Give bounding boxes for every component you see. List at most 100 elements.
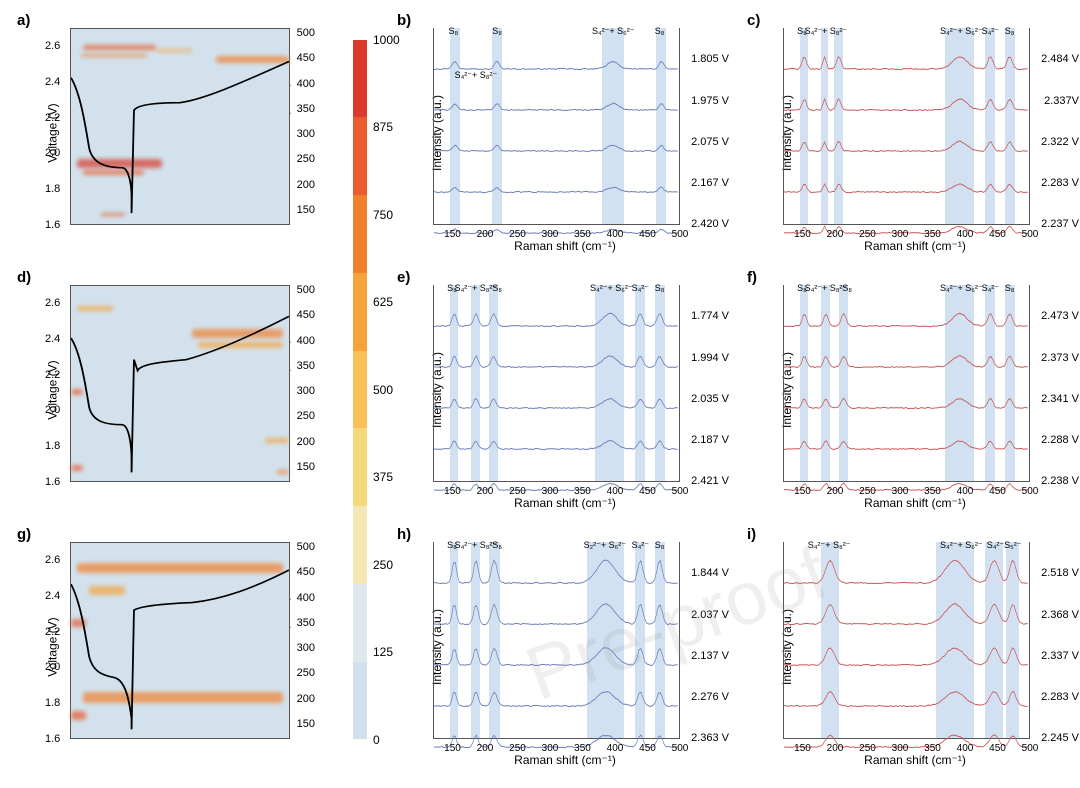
x-axis-label: Raman shift (cm⁻¹) <box>514 753 616 767</box>
colorbar-segment <box>353 351 367 429</box>
peak-label: S₄²⁻ <box>982 283 999 294</box>
ytick-left: 1.8 <box>45 183 60 195</box>
x-axis-label: Raman shift (cm⁻¹) <box>864 496 966 510</box>
ytick-left: 2.2 <box>45 112 60 124</box>
spectrum-trace <box>434 681 679 711</box>
xtick: 300 <box>542 486 559 497</box>
spectrum-trace <box>434 640 679 670</box>
ytick-left: 2.6 <box>45 40 60 52</box>
voltage-label: 1.805 V <box>691 53 729 65</box>
peak-label: S₄²⁻ <box>987 540 1004 551</box>
xtick: 450 <box>989 743 1006 754</box>
heatmap-plot <box>70 28 290 225</box>
peak-label: S₈ <box>1005 283 1015 293</box>
spectrum-trace <box>784 44 1029 74</box>
panel-label: g) <box>17 526 31 543</box>
spectrum-trace <box>784 558 1029 588</box>
peak-label: S₄²⁻+ S₈²⁻ <box>805 26 848 37</box>
xtick: 150 <box>444 229 461 240</box>
ytick-left: 1.6 <box>45 219 60 231</box>
peak-label: S₄²⁻+ S₈²⁻ <box>455 283 498 294</box>
xtick: 250 <box>859 486 876 497</box>
xtick: 150 <box>794 229 811 240</box>
x-axis-label: Raman shift (cm⁻¹) <box>864 753 966 767</box>
ytick-right: 150 <box>297 461 315 473</box>
xtick: 500 <box>1022 229 1039 240</box>
peak-label: S₄²⁻ <box>632 283 649 294</box>
peak-label: S₈ <box>655 283 665 293</box>
colorbar-tick: 500 <box>373 383 393 397</box>
peak-label: S₈ <box>492 26 502 36</box>
panel-label: c) <box>747 12 760 29</box>
spectrum-trace <box>434 126 679 156</box>
ytick-left: 1.8 <box>45 440 60 452</box>
colorbar-tick: 750 <box>373 208 393 222</box>
spectra-plot: S₈S₄²⁻+ S₈²⁻S₈S₄²⁻+ S₆²⁻S₄²⁻S₈1.774 V1.9… <box>433 285 680 482</box>
x-axis-label: Raman shift (cm⁻¹) <box>514 239 616 253</box>
peak-label: S₄²⁻+ S₆²⁻ <box>940 26 983 37</box>
peak-label: S₈ <box>655 540 665 550</box>
peak-label: S₄²⁻ <box>982 26 999 37</box>
heatmap-panel-g: g)Voltage (V)Raman shift (cm⁻¹)1.61.82.0… <box>15 524 325 769</box>
ytick-right: 400 <box>297 335 315 347</box>
peak-label: S₄²⁻+ S₈²⁻ <box>455 540 498 551</box>
voltage-curve <box>71 29 289 224</box>
voltage-label: 2.341 V <box>1041 393 1079 405</box>
xtick: 400 <box>607 486 624 497</box>
ytick-left: 2.0 <box>45 147 60 159</box>
voltage-label: 2.473 V <box>1041 310 1079 322</box>
xtick: 300 <box>892 486 909 497</box>
xtick: 500 <box>672 229 689 240</box>
spectrum-trace <box>434 599 679 629</box>
colorbar-tick: 625 <box>373 295 393 309</box>
ytick-right: 500 <box>297 284 315 296</box>
ytick-right: 250 <box>297 667 315 679</box>
xtick: 200 <box>477 743 494 754</box>
spectrum-trace <box>784 383 1029 413</box>
xtick: 400 <box>957 229 974 240</box>
ytick-right: 450 <box>297 52 315 64</box>
panel-label: i) <box>747 526 756 543</box>
ytick-left: 2.2 <box>45 369 60 381</box>
heatmap-panel-d: d)Voltage (V)Raman shift (cm⁻¹)1.61.82.0… <box>15 267 325 512</box>
peak-label: S₈ <box>492 283 502 293</box>
spectra-plot: S₄²⁻+ S₈²⁻S₄²⁻+ S₆²⁻S₄²⁻S₅²⁻2.518 V2.368… <box>783 542 1030 739</box>
panel-label: d) <box>17 269 31 286</box>
ytick-right: 150 <box>297 718 315 730</box>
colorbar-segment <box>353 584 367 662</box>
colorbar-segment <box>353 40 367 118</box>
voltage-curve <box>71 543 289 738</box>
spectra-panel-h: h)Intensity (a.u.)Raman shift (cm⁻¹)S₈S₄… <box>395 524 735 769</box>
xtick: 450 <box>639 229 656 240</box>
peak-label: S₄²⁻+ S₆²⁻ <box>590 283 633 294</box>
panel-label: b) <box>397 12 411 29</box>
spectra-plot: S₈S₄²⁻+ S₈²⁻S₈S₂²⁻+ S₆²⁻S₄²⁻S₈1.844 V2.0… <box>433 542 680 739</box>
colorbar-tick: 125 <box>373 645 393 659</box>
xtick: 200 <box>827 486 844 497</box>
colorbar-tick: 375 <box>373 470 393 484</box>
heatmap-panel-a: a)Voltage (V)Raman shift (cm⁻¹)1.61.82.0… <box>15 10 325 255</box>
ytick-left: 2.6 <box>45 297 60 309</box>
spectrum-trace <box>434 342 679 372</box>
peak-label: S₈ <box>1005 26 1015 36</box>
xtick: 450 <box>639 486 656 497</box>
xtick: 150 <box>444 743 461 754</box>
spectra-plot: S₈S₄²⁻+ S₈²⁻S₈S₄²⁻+ S₆²⁻S₄²⁻S₈2.473 V2.3… <box>783 285 1030 482</box>
peak-label: S₂²⁻+ S₆²⁻ <box>584 540 626 551</box>
xtick: 450 <box>639 743 656 754</box>
spectrum-trace <box>434 383 679 413</box>
xtick: 500 <box>672 486 689 497</box>
voltage-label: 2.420 V <box>691 218 729 230</box>
spectra-panel-f: f)Intensity (a.u.)Raman shift (cm⁻¹)S₈S₄… <box>745 267 1080 512</box>
voltage-label: 2.075 V <box>691 136 729 148</box>
x-axis-label: Raman shift (cm⁻¹) <box>864 239 966 253</box>
peak-label: S₄²⁻+ S₆²⁻ <box>940 540 983 551</box>
ytick-right: 350 <box>297 360 315 372</box>
ytick-left: 2.4 <box>45 76 60 88</box>
colorbar-segment <box>353 273 367 351</box>
voltage-label: 2.035 V <box>691 393 729 405</box>
ytick-right: 450 <box>297 566 315 578</box>
spectrum-trace <box>434 301 679 331</box>
ytick-left: 1.6 <box>45 476 60 488</box>
ytick-right: 350 <box>297 617 315 629</box>
